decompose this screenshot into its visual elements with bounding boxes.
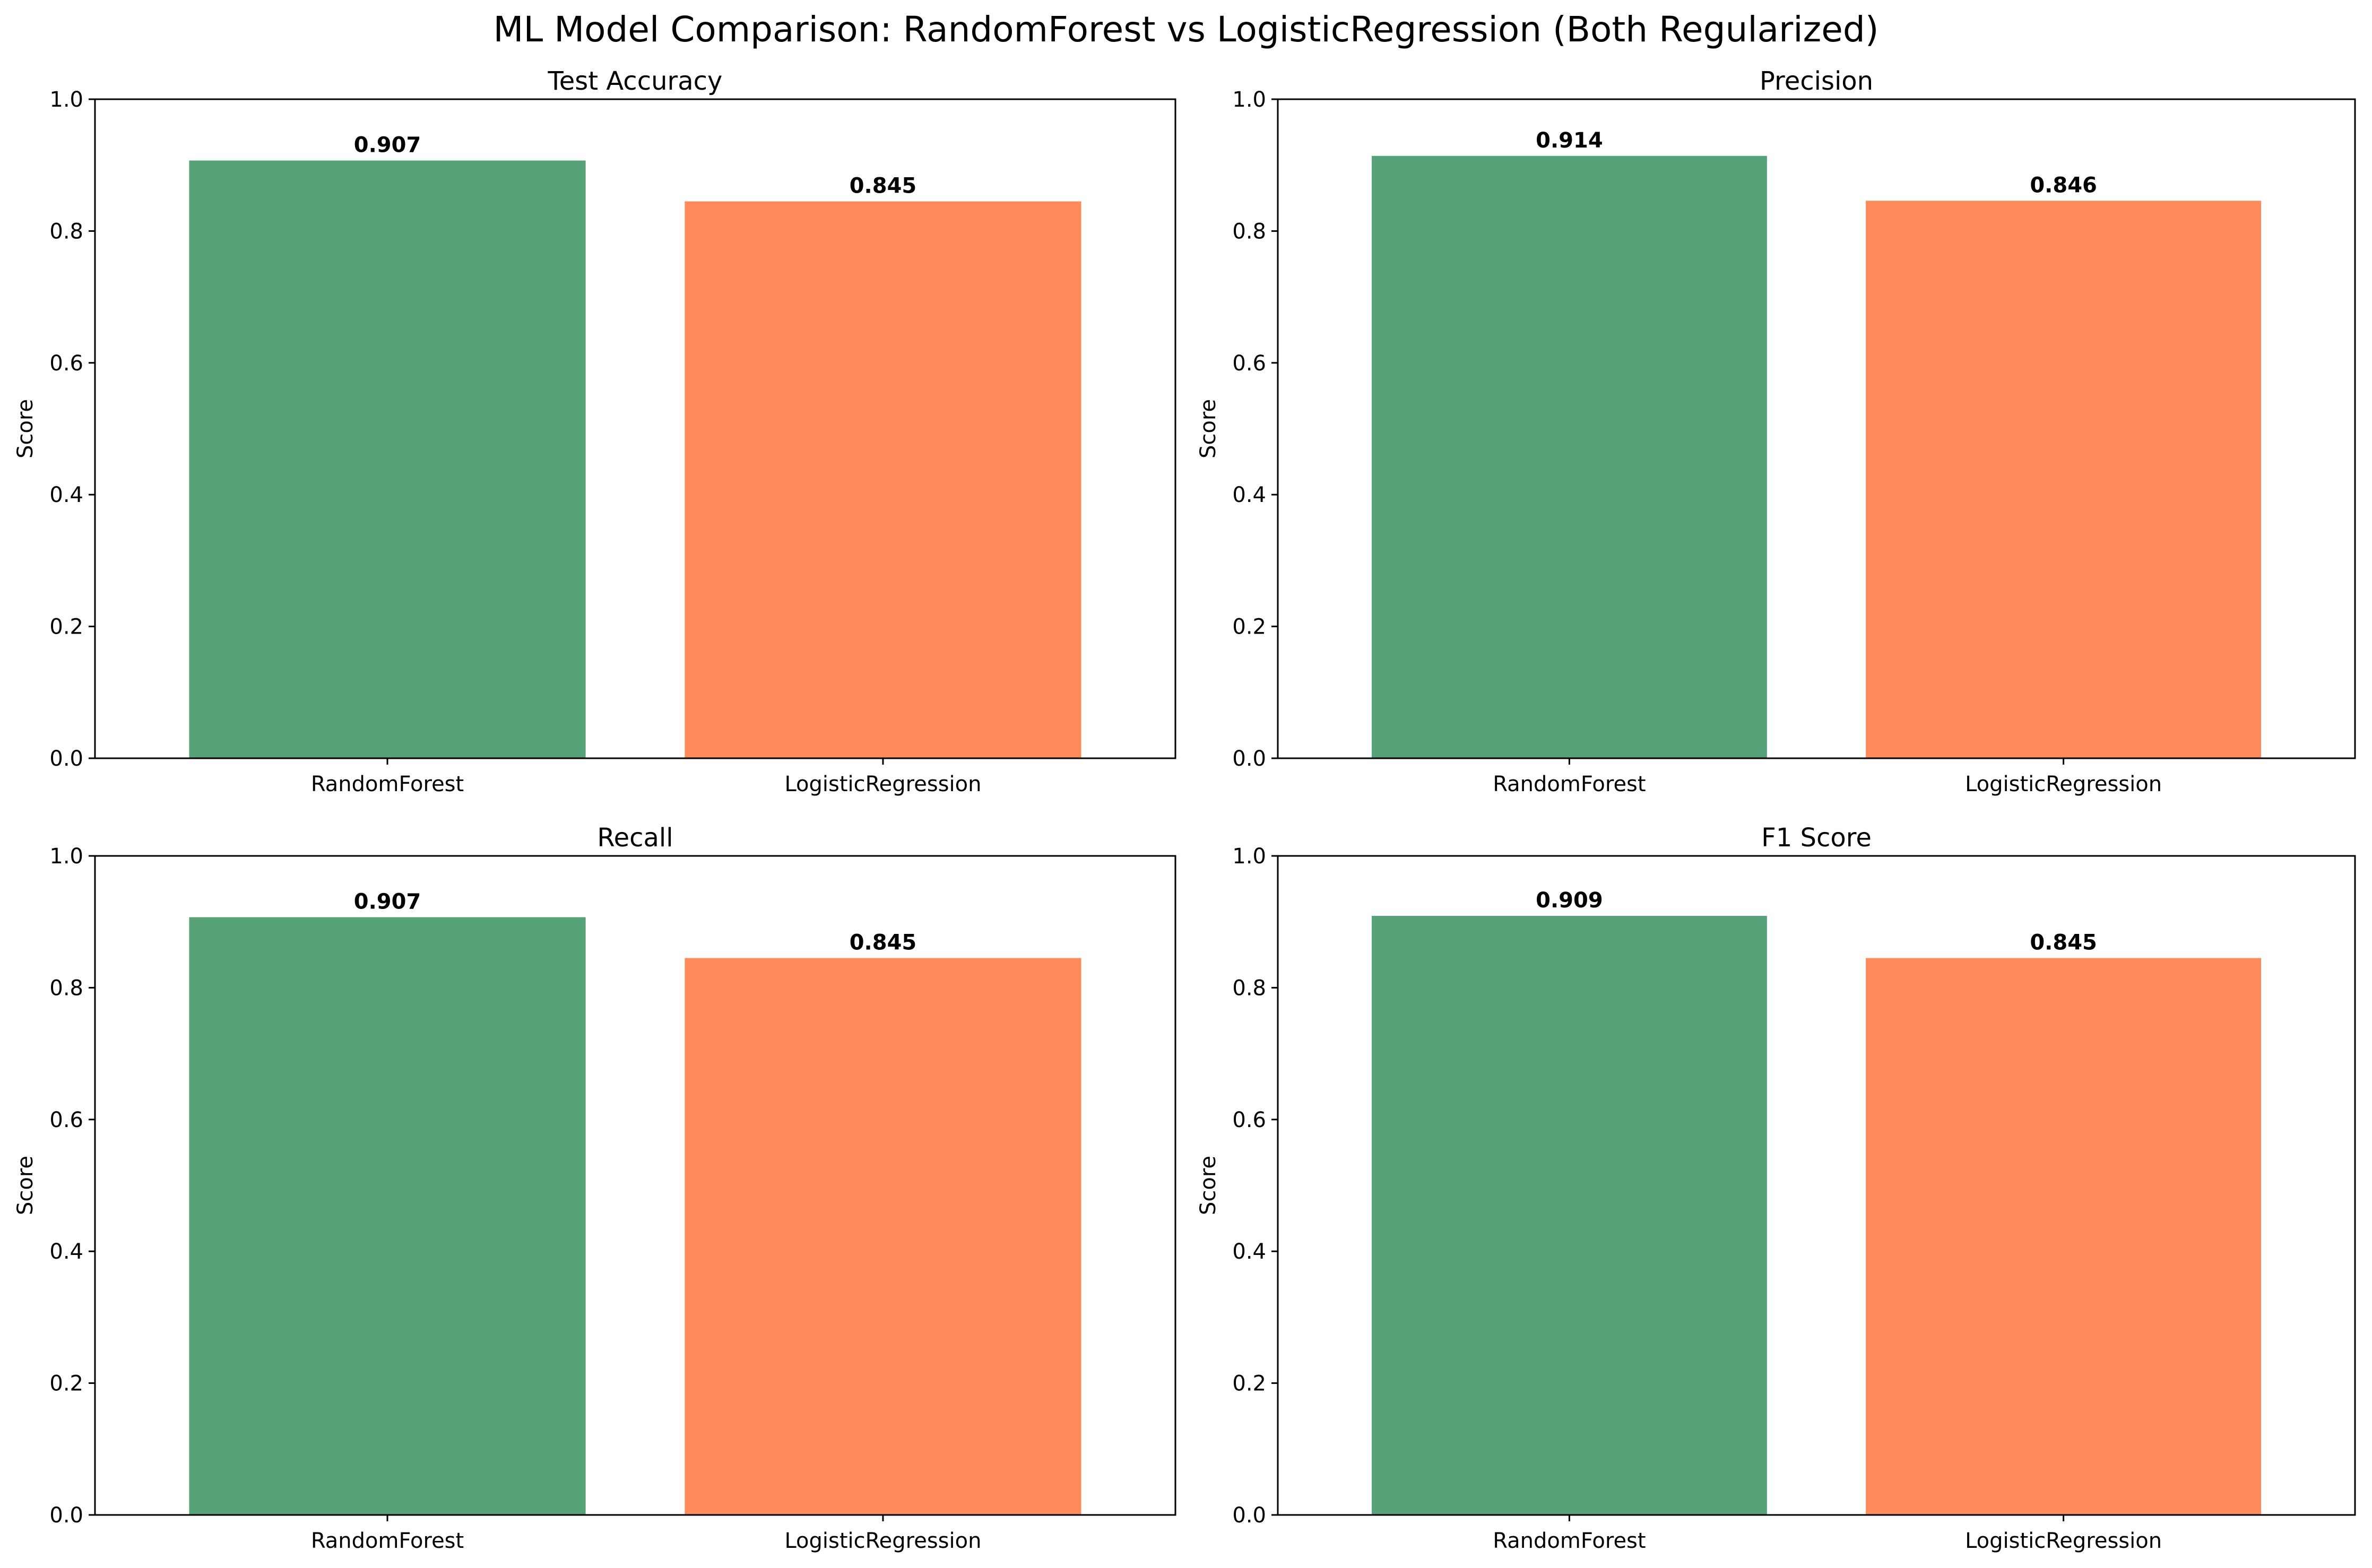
y-tick-label: 0.0 [1232, 1503, 1266, 1528]
y-tick-label: 0.0 [1232, 747, 1266, 771]
bar-value-label: 0.914 [1536, 128, 1603, 153]
bar-value-label: 0.846 [2030, 173, 2097, 197]
y-tick-label: 1.0 [49, 844, 83, 869]
x-tick-label: RandomForest [1493, 1529, 1646, 1553]
y-tick-label: 0.4 [49, 483, 83, 507]
subplot-3: F1 Score 0.909 RandomForest 0.845 LogisticRe… [1196, 823, 2356, 1553]
bar-randomforest [1371, 916, 1767, 1515]
subplot-title: Precision [1760, 66, 1873, 96]
y-tick-label: 0.2 [1232, 615, 1266, 639]
bar-value-label: 0.909 [1536, 888, 1603, 913]
bar-value-label: 0.845 [850, 174, 917, 198]
bar-logisticregression [1866, 201, 2262, 758]
y-axis-label: Score [13, 1156, 38, 1215]
y-tick-label: 0.8 [1232, 976, 1266, 1000]
x-tick-label: RandomForest [1493, 772, 1646, 796]
y-tick-label: 1.0 [1232, 844, 1266, 869]
y-tick-label: 0.2 [49, 1372, 83, 1396]
y-tick-label: 0.6 [1232, 351, 1266, 376]
y-tick-label: 0.4 [1232, 483, 1266, 507]
y-axis-label: Score [1196, 1156, 1220, 1215]
bar-value-label: 0.845 [2030, 931, 2097, 955]
bar-logisticregression [685, 201, 1081, 758]
axes-frame [94, 855, 1176, 1516]
subplot-title: F1 Score [1761, 823, 1872, 853]
y-tick-label: 1.0 [1232, 88, 1266, 112]
bar-logisticregression [1866, 958, 2262, 1515]
y-tick-label: 0.6 [49, 1108, 83, 1132]
y-tick-label: 0.0 [49, 747, 83, 771]
bar-value-label: 0.907 [354, 890, 421, 914]
y-tick-label: 0.0 [49, 1503, 83, 1528]
y-tick-label: 0.2 [49, 615, 83, 639]
x-tick-label: LogisticRegression [1965, 1529, 2162, 1553]
subplot-2: Recall 0.907 RandomForest 0.845 LogisticRegr… [13, 823, 1176, 1553]
bar-logisticregression [685, 958, 1081, 1515]
subplot-0: Test Accuracy 0.907 RandomForest 0.845 Logis… [13, 66, 1176, 796]
bar-randomforest [1371, 155, 1767, 758]
x-tick-label: LogisticRegression [784, 772, 981, 796]
axes-frame [94, 98, 1176, 759]
y-tick-label: 0.6 [49, 351, 83, 376]
y-tick-label: 1.0 [49, 88, 83, 112]
y-axis-label: Score [1196, 399, 1220, 458]
y-tick-label: 0.4 [1232, 1240, 1266, 1264]
bar-randomforest [189, 160, 586, 759]
figure-title: ML Model Comparison: RandomForest vs Log… [494, 9, 1879, 50]
bar-value-label: 0.907 [354, 133, 421, 158]
bar-value-label: 0.845 [850, 931, 917, 955]
subplot-title: Test Accuracy [548, 66, 723, 96]
axes-frame [1277, 98, 2356, 759]
y-tick-label: 0.8 [1232, 219, 1266, 244]
x-tick-label: RandomForest [311, 772, 464, 796]
x-tick-label: LogisticRegression [784, 1529, 981, 1553]
y-tick-label: 0.2 [1232, 1372, 1266, 1396]
subplot-1: Precision 0.914 RandomForest 0.846 LogisticR… [1196, 66, 2356, 796]
y-tick-label: 0.8 [49, 976, 83, 1000]
axes-frame [1277, 855, 2356, 1516]
bar-randomforest [189, 917, 586, 1515]
x-tick-label: LogisticRegression [1965, 772, 2162, 796]
y-tick-label: 0.6 [1232, 1108, 1266, 1132]
x-tick-label: RandomForest [311, 1529, 464, 1553]
y-axis-label: Score [13, 399, 38, 458]
y-tick-label: 0.8 [49, 219, 83, 244]
subplot-title: Recall [597, 823, 673, 853]
y-tick-label: 0.4 [49, 1240, 83, 1264]
chart-grid: Test Accuracy 0.907 RandomForest 0.845 Logis… [13, 66, 2356, 1553]
